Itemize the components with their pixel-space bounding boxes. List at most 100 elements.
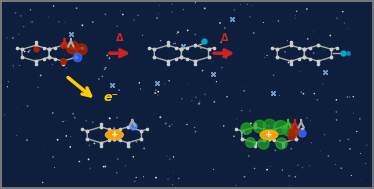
Point [200, 69, 206, 72]
Point [63, 119, 69, 122]
Point [72, 116, 78, 119]
Point [137, 88, 143, 91]
Point [333, 110, 339, 113]
Point [292, 17, 298, 20]
Point [87, 167, 93, 170]
Point [320, 82, 326, 85]
Point [357, 117, 363, 120]
Point [279, 169, 285, 172]
Point [14, 134, 20, 137]
Point [307, 164, 313, 167]
Point [350, 112, 356, 115]
Point [214, 80, 220, 83]
Point [242, 86, 248, 89]
Point [22, 50, 28, 53]
Point [341, 22, 347, 25]
Point [292, 14, 298, 17]
Point [242, 175, 248, 178]
Point [322, 133, 328, 136]
Point [362, 162, 368, 165]
Point [224, 95, 230, 98]
Point [176, 177, 182, 180]
Point [193, 34, 199, 37]
Point [198, 46, 204, 49]
Point [155, 94, 161, 97]
Point [325, 154, 331, 157]
Point [237, 3, 243, 6]
Point [86, 140, 92, 143]
Point [223, 57, 229, 60]
Point [304, 8, 310, 11]
Point [184, 82, 190, 85]
Point [49, 63, 55, 66]
Point [264, 54, 270, 57]
Point [298, 91, 304, 94]
Point [297, 134, 303, 137]
Point [193, 130, 199, 133]
Point [60, 120, 66, 123]
Point [277, 94, 283, 97]
Point [272, 149, 278, 152]
Point [102, 66, 108, 69]
Point [327, 34, 333, 37]
Point [192, 1, 198, 4]
Point [261, 56, 267, 59]
Circle shape [260, 130, 278, 139]
Point [311, 92, 317, 95]
Point [141, 175, 147, 178]
Point [288, 147, 294, 150]
Point [132, 180, 138, 183]
Point [239, 109, 245, 112]
Point [273, 122, 279, 125]
Point [86, 144, 92, 147]
Point [244, 3, 250, 6]
Text: e⁻: e⁻ [103, 91, 118, 104]
Point [328, 57, 334, 60]
Point [218, 53, 224, 56]
Point [114, 25, 120, 28]
Point [10, 64, 16, 67]
Point [154, 16, 160, 19]
Text: Δ: Δ [221, 33, 228, 43]
Point [171, 155, 177, 158]
Point [115, 157, 121, 160]
Point [157, 116, 163, 119]
Point [169, 123, 175, 126]
Point [157, 39, 163, 42]
Point [114, 171, 120, 174]
Point [217, 22, 223, 25]
Point [193, 96, 199, 99]
Point [294, 10, 300, 13]
Point [242, 133, 248, 136]
Point [155, 90, 161, 93]
Point [111, 127, 117, 130]
Point [134, 140, 140, 143]
Point [169, 3, 175, 6]
Point [172, 42, 178, 45]
Point [301, 32, 307, 35]
Point [102, 13, 108, 16]
Point [247, 109, 253, 112]
Point [79, 24, 85, 27]
Point [51, 166, 57, 169]
Point [16, 64, 22, 67]
Point [218, 41, 224, 44]
Point [166, 125, 172, 128]
Point [197, 101, 203, 104]
Point [107, 57, 113, 60]
Point [260, 21, 266, 24]
Point [70, 112, 76, 115]
Point [63, 134, 69, 137]
Point [292, 175, 298, 178]
Point [219, 66, 225, 69]
Point [122, 164, 128, 167]
Point [10, 67, 16, 70]
Point [169, 11, 175, 14]
Point [185, 29, 191, 32]
Point [283, 133, 289, 136]
Point [38, 74, 44, 77]
Point [181, 8, 187, 11]
Point [251, 32, 257, 35]
Point [220, 50, 226, 53]
Point [16, 33, 22, 36]
